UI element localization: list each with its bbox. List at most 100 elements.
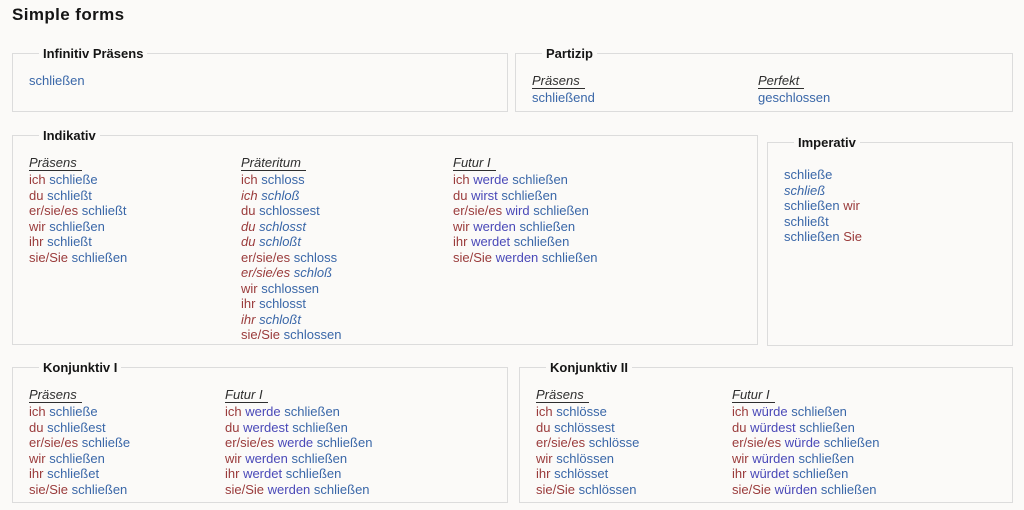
auxiliary-verb: werde <box>469 172 509 187</box>
pronoun: du <box>29 419 44 435</box>
verb-form: schließend <box>532 90 595 105</box>
conjugation-row: ich werde schließen <box>453 172 749 188</box>
pronoun: ich <box>241 187 258 203</box>
verb-form: schloßt <box>255 234 301 249</box>
conjugation-row: du schlosst <box>241 219 453 235</box>
conjugation-row: ihr schlösset <box>536 466 732 482</box>
pronoun: du <box>225 419 240 435</box>
pronoun: ich <box>241 172 258 187</box>
conjugation-list: ich schloss ich schloß du schlossest du sch… <box>241 172 453 343</box>
section-legend-imperativ: Imperativ <box>798 135 856 150</box>
conjugation-row: er/sie/es schließt <box>29 203 241 219</box>
pronoun: ich <box>225 404 242 419</box>
conjugation-list-imperativ: schließe schließ schließen wir schließt schl… <box>784 150 1004 245</box>
column-heading: Präsens <box>536 388 589 403</box>
verb-form: schließe <box>784 167 833 182</box>
conjugation-list: ich würde schließen du würdest schließen e… <box>732 404 1004 497</box>
section-legend-partizip: Partizip <box>546 46 593 61</box>
column-konjunktiv2-futur-1: Futur I ich würde schließen du würdest sc… <box>732 387 1004 497</box>
pronoun: du <box>241 234 256 249</box>
auxiliary-verb: werden <box>492 249 539 265</box>
verb-form: schließen <box>313 435 373 450</box>
pronoun: ihr <box>732 466 747 481</box>
verb-form: schließe <box>45 172 98 187</box>
verb-form: schließen <box>784 229 840 244</box>
conjugation-row: ihr schloßt <box>241 312 453 328</box>
section-indikativ: Indikativ Präsens ich schließe du schließ… <box>12 128 758 345</box>
conjugation-row: sie/Sie würden schließen <box>732 482 1004 498</box>
pronoun: ihr <box>241 296 256 311</box>
conjugation-row: du schließt <box>29 188 241 204</box>
column-indikativ-praesens: Präsens ich schließe du schließt er/sie/es… <box>29 155 241 265</box>
verb-form: schließt <box>43 187 92 203</box>
verb-form: schloß <box>290 265 333 280</box>
conjugation-row: du schlossest <box>241 203 453 219</box>
conjugation-row: sie/Sie schließen <box>29 482 225 498</box>
pronoun: er/sie/es <box>241 249 291 265</box>
auxiliary-verb: werdet <box>467 234 511 249</box>
section-legend-konjunktiv-1: Konjunktiv I <box>43 360 118 375</box>
verb-form: schloßt <box>255 311 301 327</box>
conjugation-row: er/sie/es werde schließen <box>225 435 499 451</box>
conjugation-row: sie/Sie werden schließen <box>225 482 499 498</box>
conjugation-row: er/sie/es schloss <box>241 250 453 266</box>
pronoun: sie/Sie <box>29 481 69 497</box>
conjugation-row: ich würde schließen <box>732 404 1004 420</box>
pronoun: ihr <box>536 466 551 481</box>
conjugation-row: du würdest schließen <box>732 420 1004 436</box>
conjugation-row: du schließest <box>29 420 225 436</box>
verb-form: geschlossen <box>758 90 831 105</box>
conjugation-row: ich schloss <box>241 172 453 188</box>
section-infinitiv-praesens: Infinitiv Präsens schließen <box>12 46 508 112</box>
auxiliary-verb: würde <box>748 404 788 419</box>
column-heading: Futur I <box>453 156 496 171</box>
verb-form: schließen <box>515 218 576 234</box>
verb-form: schließen <box>68 481 128 497</box>
verb-form: schließen <box>794 450 855 466</box>
auxiliary-verb: werdest <box>239 419 289 435</box>
pronoun: ihr <box>241 311 256 327</box>
pronoun: ihr <box>225 466 240 481</box>
pronoun: er/sie/es <box>732 435 782 450</box>
pronoun: ich <box>732 404 749 419</box>
conjugation-row: ich werde schließen <box>225 404 499 420</box>
verb-form: schließen <box>787 404 847 419</box>
column-heading: Präsens <box>29 388 82 403</box>
verb-form: schließt <box>43 234 92 249</box>
verb-form: schließen <box>280 404 340 419</box>
auxiliary-verb: würden <box>771 481 818 497</box>
conjugation-row: geschlossen <box>758 90 1004 106</box>
verb-form: schließen <box>310 481 370 497</box>
pronoun: wir <box>732 450 749 466</box>
conjugation-row: wir würden schließen <box>732 451 1004 467</box>
verb-form: schlosst <box>255 296 307 311</box>
conjugation-row: schließen Sie <box>784 229 1004 245</box>
conjugation-row: er/sie/es schließe <box>29 435 225 451</box>
auxiliary-verb: werden <box>469 218 516 234</box>
pronoun: wir <box>225 450 242 466</box>
column-heading: Präsens <box>29 156 82 171</box>
pronoun: ihr <box>453 234 468 249</box>
pronoun: er/sie/es <box>29 435 79 450</box>
conjugation-row: schließen wir <box>784 198 1004 214</box>
conjugation-row: wir schließen <box>29 219 241 235</box>
verb-form: schließe <box>45 404 98 419</box>
conjugation-row: wir schlössen <box>536 451 732 467</box>
column-indikativ-futur-1: Futur I ich werde schließen du wirst schl… <box>453 155 749 265</box>
pronoun: sie/Sie <box>536 481 576 497</box>
column-konjunktiv2-praesens: Präsens ich schlösse du schlössest er/sie/… <box>536 387 732 497</box>
conjugation-row: schließt <box>784 214 1004 230</box>
pronoun: du <box>732 419 747 435</box>
pronoun: er/sie/es <box>241 265 291 280</box>
section-legend-konjunktiv-2: Konjunktiv II <box>550 360 628 375</box>
section-konjunktiv-2: Konjunktiv II Präsens ich schlösse du sch… <box>519 360 1013 503</box>
verb-form: schließen <box>795 419 855 435</box>
conjugation-row: ihr schließet <box>29 466 225 482</box>
pronoun: sie/Sie <box>732 481 772 497</box>
conjugation-list: ich schließe du schließest er/sie/es schli… <box>29 404 225 497</box>
verb-form: schließen <box>29 73 85 88</box>
verb-form: schließen <box>820 435 880 450</box>
verb-form: schließen <box>784 198 840 213</box>
verb-form: schließen <box>287 450 348 466</box>
conjugation-row: sie/Sie schlössen <box>536 482 732 498</box>
